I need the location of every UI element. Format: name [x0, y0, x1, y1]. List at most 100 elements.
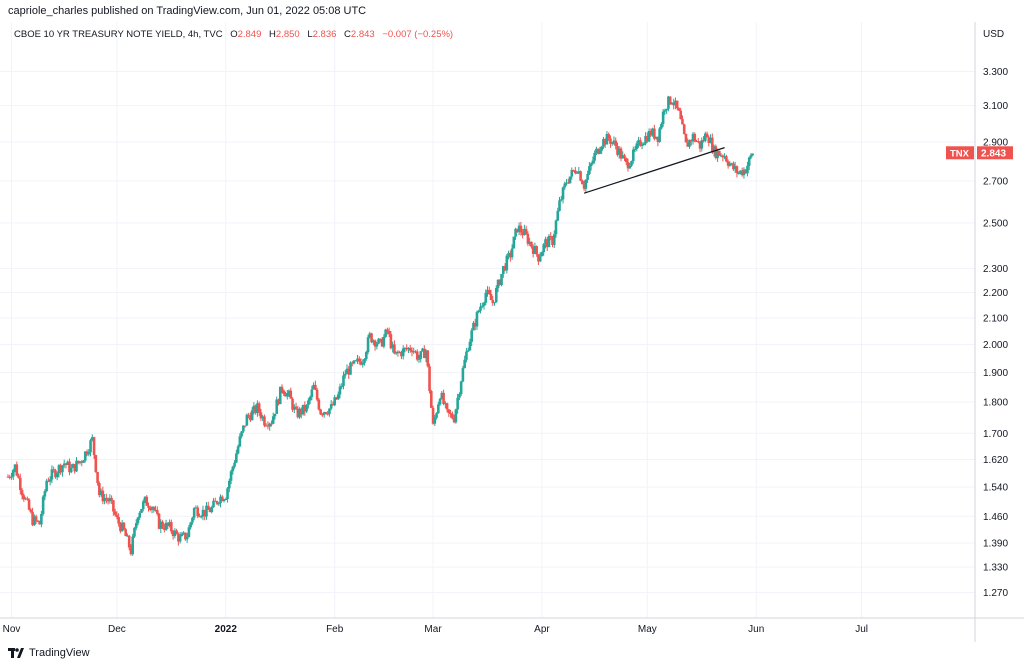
candle-body	[34, 516, 38, 521]
candle-body	[282, 390, 286, 394]
candle-body	[689, 140, 693, 142]
legend-change: −0.007 (−0.25%)	[382, 29, 453, 40]
candle-body	[212, 500, 215, 508]
candle-body	[709, 137, 712, 144]
candle-body	[333, 397, 336, 406]
candle-body	[582, 184, 586, 189]
candle-body	[459, 381, 463, 395]
candle-body	[108, 498, 112, 502]
candle-body	[96, 472, 99, 484]
candle-body	[143, 496, 147, 502]
candle-body	[591, 160, 595, 164]
candle-body	[317, 399, 321, 410]
candle-body	[626, 162, 630, 169]
candle-body	[487, 289, 491, 294]
axes	[0, 22, 1024, 642]
candle-body	[340, 386, 344, 388]
candle-body	[739, 170, 742, 174]
candle-body	[442, 392, 445, 405]
candle-body	[503, 266, 507, 271]
candle-body	[415, 351, 419, 360]
candle-body	[94, 455, 98, 473]
y-tick-label: 1.900	[983, 368, 1008, 379]
candle-body	[171, 531, 175, 536]
candlestick-chart[interactable]: 1.270 1.330 1.390 1.460 1.540 1.620 1.700 1.800…	[0, 22, 1024, 642]
footer-brand: TradingView	[29, 647, 90, 659]
candle-body	[414, 351, 417, 353]
candle-body	[493, 302, 496, 304]
candle-body	[210, 507, 214, 513]
candle-body	[50, 469, 54, 480]
candle-body	[294, 406, 298, 409]
candle-body	[688, 140, 691, 147]
candle-body	[87, 452, 91, 455]
candle-body	[263, 416, 266, 426]
candle-body	[637, 140, 640, 144]
candle-body	[106, 499, 110, 502]
x-tick-label: Mar	[424, 624, 442, 635]
candle-body	[654, 136, 658, 139]
price-scale: 1.270 1.330 1.390 1.460 1.540 1.620 1.700 1.800…	[983, 67, 1008, 599]
candle-body	[595, 148, 598, 153]
candle-body	[542, 244, 546, 253]
candle-body	[512, 236, 516, 249]
y-tick-label: 2.200	[983, 288, 1008, 299]
candle-body	[716, 150, 719, 159]
candle-body	[572, 170, 575, 172]
candle-body	[577, 171, 581, 173]
candle-body	[147, 505, 150, 508]
candle-body	[540, 252, 544, 257]
candle-body	[732, 163, 735, 170]
publish-attribution: capriole_charles published on TradingVie…	[8, 5, 367, 17]
candle-body	[719, 155, 723, 157]
candle-body	[285, 393, 289, 397]
candle-body	[726, 161, 730, 166]
support-trendline[interactable]	[583, 147, 725, 194]
candle-body	[674, 100, 677, 106]
candle-body	[173, 530, 177, 536]
candle-body	[291, 398, 294, 410]
candle-body	[516, 228, 519, 233]
candle-body	[584, 179, 588, 189]
candle-body	[514, 228, 517, 237]
candle-body	[593, 152, 596, 161]
candle-body	[607, 133, 610, 139]
candle-body	[215, 501, 219, 504]
candle-body	[134, 523, 138, 528]
candle-body	[359, 361, 363, 365]
candle-body	[138, 512, 142, 518]
candle-body	[366, 337, 370, 353]
candle-body	[64, 463, 68, 466]
candle-body	[83, 451, 87, 461]
candle-body	[551, 236, 554, 245]
candle-body	[714, 146, 718, 159]
candle-body	[670, 102, 674, 105]
legend-close-label: C	[344, 29, 351, 40]
candle-body	[433, 417, 437, 424]
candle-body	[535, 246, 538, 255]
candle-body	[257, 403, 261, 413]
candle-body	[301, 404, 305, 415]
currency-label: USD	[983, 29, 1004, 40]
candle-body	[635, 143, 639, 149]
candle-body	[26, 498, 29, 500]
candle-body	[498, 279, 502, 285]
candle-body	[387, 331, 391, 335]
candle-body	[468, 341, 472, 351]
legend-low: 2.836	[313, 29, 337, 40]
candle-body	[610, 142, 614, 144]
candle-body	[189, 522, 192, 528]
candle-body	[544, 239, 547, 245]
candle-body	[718, 150, 721, 156]
candle-body	[429, 391, 433, 408]
candle-body	[386, 329, 389, 332]
candle-body	[505, 255, 509, 271]
candle-body	[191, 517, 194, 523]
candle-body	[91, 437, 94, 441]
candle-body	[711, 137, 714, 153]
candle-body	[178, 536, 182, 542]
y-tick-label: 1.460	[983, 512, 1008, 523]
candle-body	[393, 344, 396, 354]
candle-body	[523, 228, 526, 236]
chart-area[interactable]: 1.270 1.330 1.390 1.460 1.540 1.620 1.700 1.800…	[0, 22, 1024, 642]
